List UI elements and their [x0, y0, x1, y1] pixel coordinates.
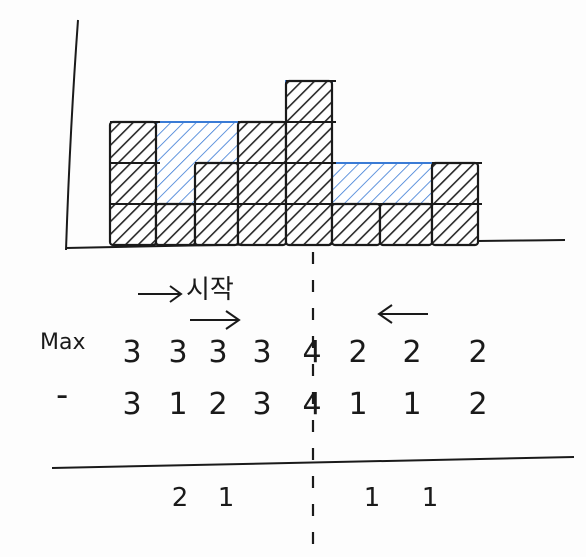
block-grid-lines — [110, 80, 482, 205]
max-value: 2 — [348, 335, 367, 370]
height-value: 3 — [122, 387, 141, 422]
bar-column — [154, 202, 197, 247]
result-value: 1 — [218, 483, 235, 513]
result-value: 1 — [422, 483, 439, 513]
max-value: 2 — [402, 335, 421, 370]
height-value: 1 — [168, 387, 187, 422]
bar-column — [108, 120, 158, 247]
height-value: 3 — [252, 387, 271, 422]
height-value: 2 — [208, 387, 227, 422]
water-cell — [156, 122, 195, 204]
water-cell — [332, 163, 380, 204]
minus-row-label: - — [56, 375, 68, 415]
height-value: 4 — [302, 387, 321, 422]
max-row-label: Max — [40, 330, 85, 355]
max-value: 3 — [252, 335, 271, 370]
water-cell — [195, 122, 238, 163]
max-value: 3 — [208, 335, 227, 370]
height-value: 2 — [468, 387, 487, 422]
start-label: 시작 — [186, 275, 234, 305]
max-value: 2 — [468, 335, 487, 370]
max-value: 3 — [122, 335, 141, 370]
arrow-left-icon — [377, 304, 428, 324]
result-value: 1 — [364, 483, 381, 513]
result-value: 2 — [172, 483, 189, 513]
water-cell — [380, 163, 432, 204]
arrow-right-icon — [190, 310, 241, 330]
y-axis — [65, 19, 79, 251]
height-value: 1 — [348, 387, 367, 422]
result-separator — [51, 456, 575, 469]
height-value: 1 — [402, 387, 421, 422]
bar-column — [236, 120, 288, 247]
start-annotation: 시작 — [138, 275, 234, 305]
bar-column — [330, 202, 382, 247]
bar-column — [378, 202, 434, 247]
max-value: 4 — [302, 335, 321, 370]
max-value: 3 — [168, 335, 187, 370]
